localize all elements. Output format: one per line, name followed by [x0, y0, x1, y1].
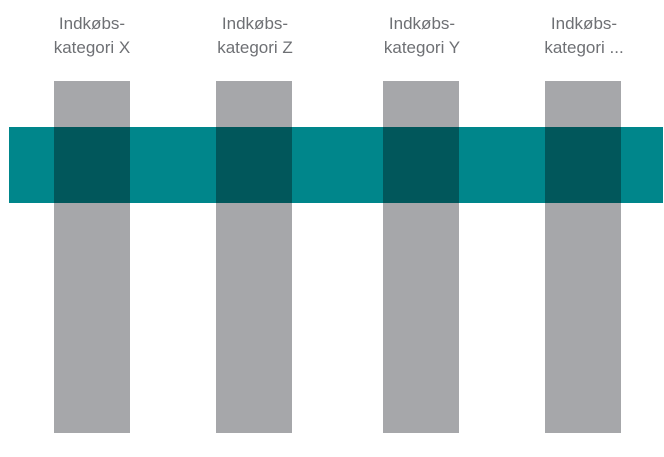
- overlap-cell-x: [54, 127, 130, 203]
- category-label-line1: Indkøbs-: [221, 14, 289, 33]
- overlap-cell-more: [545, 127, 621, 203]
- category-label-y: Indkøbs- kategori Y: [352, 12, 492, 60]
- category-label-z: Indkøbs- kategori Z: [185, 12, 325, 60]
- category-label-line2: kategori Z: [217, 38, 293, 57]
- overlap-cell-y: [383, 127, 459, 203]
- category-label-line1: Indkøbs-: [58, 14, 126, 33]
- category-label-line2: kategori Y: [383, 38, 461, 57]
- category-label-line1: Indkøbs-: [388, 14, 456, 33]
- category-label-x: Indkøbs- kategori X: [22, 12, 162, 60]
- category-label-line2: kategori X: [53, 38, 131, 57]
- category-label-more: Indkøbs- kategori ...: [514, 12, 654, 60]
- category-label-line1: Indkøbs-: [550, 14, 618, 33]
- category-label-line2: kategori ...: [544, 38, 624, 57]
- overlap-cell-z: [216, 127, 292, 203]
